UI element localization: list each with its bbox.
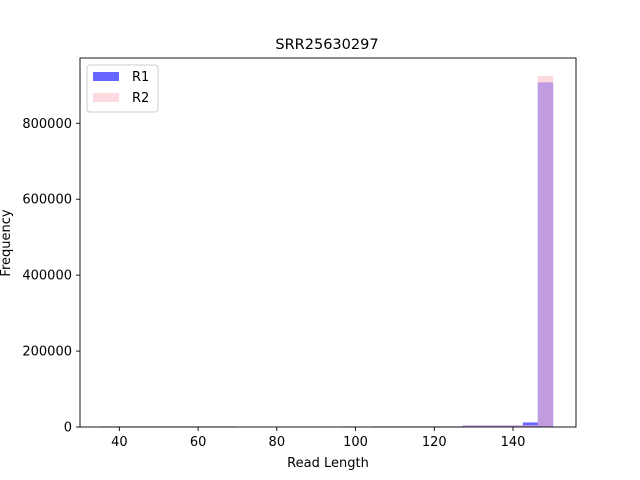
- bars-layer: [99, 75, 554, 428]
- y-axis-ticks: 0 200000 400000 600000 800000: [22, 117, 80, 436]
- legend-label-r2: R2: [132, 91, 149, 106]
- x-tick-label: 60: [190, 435, 207, 450]
- x-tick-label: 100: [343, 435, 368, 450]
- bar-r2-19: [507, 425, 523, 427]
- x-tick-label: 40: [111, 435, 128, 450]
- y-tick-label: 200000: [22, 345, 72, 360]
- y-axis-label: Frequency: [0, 209, 14, 276]
- bar-r2-20: [522, 425, 538, 427]
- x-axis-label: Read Length: [287, 456, 369, 471]
- legend-swatch-r1: [93, 72, 119, 81]
- legend-swatch-r2: [93, 93, 119, 102]
- y-tick-label: 800000: [22, 117, 72, 132]
- bar-r2-21: [537, 75, 554, 427]
- chart-title: SRR25630297: [275, 37, 378, 53]
- bar-r2-17: [477, 425, 493, 427]
- bar-r2-16: [462, 425, 478, 427]
- y-tick-label: 600000: [22, 193, 72, 208]
- bar-r2-18: [492, 425, 508, 427]
- legend-label-r1: R1: [132, 70, 149, 85]
- axes-frame: [79, 57, 577, 428]
- y-tick-label: 400000: [22, 269, 72, 284]
- x-tick-label: 140: [501, 435, 526, 450]
- x-axis-ticks: 40 60 80 100 120 140: [111, 427, 525, 450]
- bar-r1-20: [522, 422, 538, 427]
- x-tick-label: 80: [269, 435, 286, 450]
- x-tick-label: 120: [422, 435, 447, 450]
- y-tick-label: 0: [64, 421, 72, 436]
